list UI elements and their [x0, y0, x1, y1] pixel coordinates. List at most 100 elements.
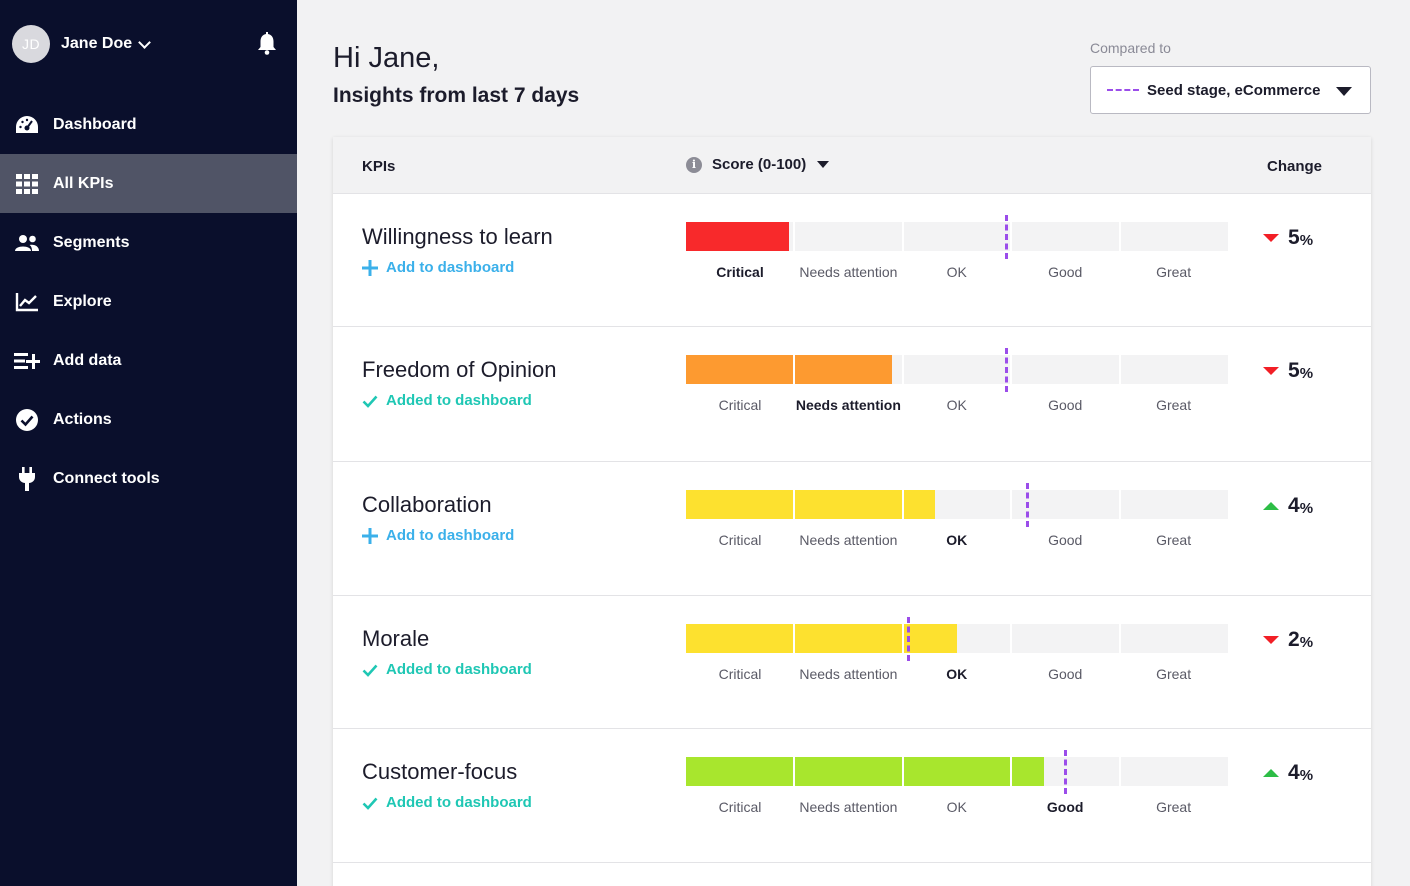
score-level-label: Good: [1048, 532, 1083, 548]
score-bar-divider: [793, 355, 796, 384]
score-level-label: Great: [1156, 666, 1192, 682]
score-level-label: OK: [946, 666, 968, 682]
added-to-dashboard-link[interactable]: Added to dashboard: [362, 392, 532, 409]
user-name[interactable]: Jane Doe: [61, 35, 133, 52]
sidebar-item-add-data[interactable]: Add data: [0, 331, 297, 390]
added-to-dashboard-label: Added to dashboard: [386, 794, 532, 811]
chevron-down-icon[interactable]: [138, 35, 152, 49]
score-level-label: Great: [1156, 532, 1192, 548]
score-bar-divider: [1118, 624, 1121, 653]
score-bar-divider: [793, 757, 796, 786]
sidebar-item-connect-tools[interactable]: Connect tools: [0, 449, 297, 508]
change-value: 4: [1288, 494, 1300, 517]
benchmark-marker: [1004, 348, 1008, 392]
score-level-label: Good: [1048, 666, 1083, 682]
change-indicator: 5%: [1263, 226, 1313, 250]
caret-down-icon: [1336, 87, 1352, 96]
score-bar-divider: [1010, 355, 1013, 384]
bell-icon[interactable]: [256, 32, 278, 56]
column-header-score: Score (0-100): [712, 156, 807, 173]
sidebar-item-segments[interactable]: Segments: [0, 213, 297, 272]
dashed-line-legend-icon: [1107, 89, 1139, 91]
triangle-down-icon: [1263, 367, 1279, 375]
score-bar-divider: [1118, 757, 1121, 786]
triangle-down-icon: [1263, 636, 1279, 644]
score-bar-fill: [686, 222, 789, 251]
column-header-kpis: KPIs: [362, 158, 396, 175]
score-bar: [686, 355, 1228, 384]
table-row: Freedom of Opinion Added to dashboard Crit…: [333, 327, 1371, 462]
column-header-change: Change: [1267, 158, 1323, 175]
sidebar: JD Jane Doe Dashboard All KPIs Segments Exp…: [0, 0, 297, 886]
score-level-label: Needs attention: [799, 666, 898, 682]
score-sort-dropdown[interactable]: i Score (0-100): [686, 156, 830, 173]
info-icon[interactable]: i: [686, 156, 702, 173]
compare-value: Seed stage, eCommerce: [1147, 81, 1321, 99]
avatar[interactable]: JD: [12, 25, 50, 63]
check-icon: [362, 795, 386, 811]
score-bar-divider: [901, 355, 904, 384]
score-bar-divider: [901, 757, 904, 786]
sidebar-item-actions[interactable]: Actions: [0, 390, 297, 449]
benchmark-marker: [907, 617, 911, 661]
score-bar-divider: [901, 222, 904, 251]
score-level-label: Needs attention: [799, 532, 898, 548]
score-level-label: OK: [946, 264, 967, 280]
check-icon: [362, 662, 386, 678]
change-indicator: 4%: [1263, 761, 1313, 785]
score-bar-divider: [1118, 222, 1121, 251]
sidebar-item-label: Add data: [53, 351, 122, 369]
score-level-label: Needs attention: [795, 397, 901, 413]
score-bar-divider: [1010, 757, 1013, 786]
add-to-dashboard-link[interactable]: Add to dashboard: [362, 259, 514, 276]
compare-select[interactable]: Seed stage, eCommerce: [1090, 66, 1371, 114]
added-to-dashboard-link[interactable]: Added to dashboard: [362, 661, 532, 678]
change-unit: %: [1299, 766, 1314, 784]
sidebar-item-all-kpis[interactable]: All KPIs: [0, 154, 297, 213]
check-icon: [362, 393, 386, 409]
table-row: Collaboration Add to dashboard Critical Nee…: [333, 462, 1371, 596]
score-level-label: OK: [946, 397, 967, 413]
score-level-label: Needs attention: [799, 799, 898, 815]
add-to-dashboard-label: Add to dashboard: [386, 527, 515, 544]
score-level-label: Great: [1156, 264, 1192, 280]
added-to-dashboard-label: Added to dashboard: [386, 392, 532, 409]
sidebar-item-label: Segments: [53, 233, 130, 251]
sidebar-item-dashboard[interactable]: Dashboard: [0, 95, 297, 154]
kpi-name: Willingness to learn: [362, 224, 553, 249]
change-value: 2: [1288, 628, 1300, 651]
kpi-table: KPIs i Score (0-100) Change Willingness …: [333, 137, 1371, 886]
score-bar-fill: [686, 624, 957, 653]
score-bar-divider: [901, 624, 904, 653]
benchmark-marker: [1004, 215, 1008, 259]
sidebar-item-label: Actions: [53, 410, 112, 428]
add-to-dashboard-link[interactable]: Add to dashboard: [362, 527, 514, 544]
sidebar-nav: Dashboard All KPIs Segments Explore Add data…: [0, 95, 297, 508]
score-bar-divider: [793, 222, 796, 251]
score-level-label: Critical: [718, 799, 762, 815]
kpi-name: Collaboration: [362, 492, 492, 517]
user-menu[interactable]: JD Jane Doe: [12, 24, 282, 64]
score-bar-divider: [1010, 624, 1013, 653]
score-bar-divider: [1010, 490, 1013, 519]
grid-icon: [14, 173, 40, 195]
check-circle-icon: [14, 408, 40, 431]
score-level-label: Good: [1048, 264, 1083, 280]
triangle-up-icon: [1263, 769, 1279, 777]
change-unit: %: [1299, 231, 1314, 249]
kpi-name: Customer-focus: [362, 759, 518, 784]
score-bar-fill: [686, 355, 892, 384]
score-bar-divider: [901, 490, 904, 519]
change-unit: %: [1299, 499, 1314, 517]
sidebar-item-label: Dashboard: [53, 115, 137, 133]
table-row: Morale Added to dashboard Critical Needs at…: [333, 596, 1371, 729]
score-bar: [686, 490, 1228, 519]
users-icon: [14, 232, 40, 254]
added-to-dashboard-link[interactable]: Added to dashboard: [362, 794, 532, 811]
score-bar-fill: [686, 490, 936, 519]
sidebar-item-explore[interactable]: Explore: [0, 272, 297, 331]
score-bar-fill: [686, 757, 1044, 786]
benchmark-marker: [1064, 750, 1068, 794]
page-subtitle: Insights from last 7 days: [333, 84, 580, 107]
greeting: Hi Jane,: [333, 42, 440, 74]
